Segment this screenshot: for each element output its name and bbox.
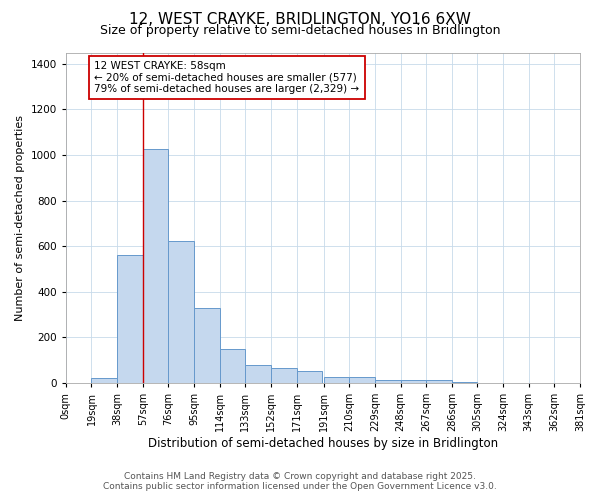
Bar xyxy=(194,308,220,383)
Bar xyxy=(375,380,401,383)
Bar xyxy=(401,380,426,383)
Bar xyxy=(296,371,322,383)
Bar xyxy=(143,150,169,383)
Bar xyxy=(271,368,296,383)
Bar xyxy=(452,382,478,383)
Bar xyxy=(91,378,117,383)
Text: 12 WEST CRAYKE: 58sqm
← 20% of semi-detached houses are smaller (577)
79% of sem: 12 WEST CRAYKE: 58sqm ← 20% of semi-deta… xyxy=(94,61,359,94)
Bar xyxy=(117,256,143,383)
Bar xyxy=(220,350,245,383)
Bar xyxy=(323,376,349,383)
Bar xyxy=(426,380,452,383)
Bar xyxy=(349,376,375,383)
X-axis label: Distribution of semi-detached houses by size in Bridlington: Distribution of semi-detached houses by … xyxy=(148,437,498,450)
Bar xyxy=(245,365,271,383)
Y-axis label: Number of semi-detached properties: Number of semi-detached properties xyxy=(15,115,25,321)
Text: 12, WEST CRAYKE, BRIDLINGTON, YO16 6XW: 12, WEST CRAYKE, BRIDLINGTON, YO16 6XW xyxy=(129,12,471,28)
Text: Contains HM Land Registry data © Crown copyright and database right 2025.
Contai: Contains HM Land Registry data © Crown c… xyxy=(103,472,497,491)
Bar xyxy=(169,240,194,383)
Text: Size of property relative to semi-detached houses in Bridlington: Size of property relative to semi-detach… xyxy=(100,24,500,37)
